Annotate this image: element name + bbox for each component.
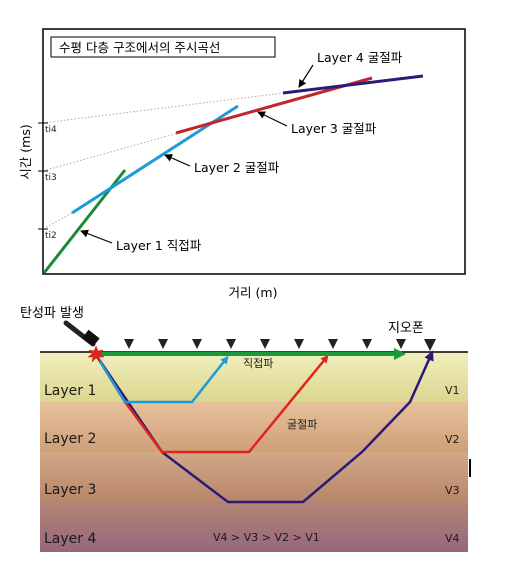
layer-4-band (40, 502, 468, 552)
pointer-layer2 (164, 154, 191, 167)
intercept-label-ti3: ti3 (45, 173, 57, 183)
extension-layer3 (42, 132, 179, 172)
geophone-array (124, 339, 436, 351)
ray-layer1-refracted (94, 354, 229, 404)
velocity-3-label: V3 (445, 484, 460, 497)
y-axis-label: 시간 (ms) (18, 124, 33, 179)
geophone-2 (158, 339, 168, 349)
velocity-1-label: V1 (445, 384, 460, 397)
refracted-wave-label: 굴절파 (287, 418, 317, 431)
geophone-10 (424, 339, 436, 351)
layer-3-band (40, 452, 468, 502)
velocity-2-label: V2 (445, 433, 460, 446)
velocity-relation: V4 > V3 > V2 > V1 (213, 531, 320, 544)
pointer-layer1 (80, 229, 113, 244)
layer-1-label: Layer 1 (44, 383, 96, 399)
pointer-layer3 (257, 111, 288, 127)
pointer-layer4 (298, 64, 314, 88)
intercept-label-ti2: ti2 (45, 231, 57, 241)
geophone-label: 지오폰 (388, 321, 424, 336)
annotation-layer4: Layer 4 굴절파 (317, 50, 403, 65)
source-burst-icon (87, 345, 105, 363)
layer-4-label: Layer 4 (44, 531, 96, 547)
annotation-layer2: Layer 2 굴절파 (194, 160, 280, 175)
annotation-layer3: Layer 3 굴절파 (291, 121, 377, 136)
geophone-3 (192, 339, 202, 349)
geophone-8 (362, 339, 372, 349)
layer-3-label: Layer 3 (44, 482, 96, 498)
annotation-layer1: Layer 1 직접파 (116, 238, 202, 253)
geophone-5 (260, 339, 270, 349)
layer-2-band (40, 402, 468, 452)
chart-frame (42, 28, 466, 275)
velocity-4-label: V4 (445, 532, 460, 545)
layer-cross-section: Layer 1 Layer 2 Layer 3 Layer 4 V1 V2 V3… (20, 306, 471, 552)
intercept-label-ti4: ti4 (45, 125, 57, 135)
x-axis-label: 거리 (m) (229, 285, 278, 300)
geophone-7 (328, 339, 338, 349)
direct-wave-label: 직접파 (243, 357, 273, 370)
geophone-9 (396, 339, 406, 349)
travel-time-chart: 수평 다층 구조에서의 주시곡선 ti4 ti3 ti2 시간 (ms) 거리 … (18, 28, 466, 300)
chart-title: 수평 다층 구조에서의 주시곡선 (59, 40, 220, 55)
hammer-icon (63, 320, 100, 347)
geophone-1 (124, 339, 134, 349)
source-label: 탄성파 발생 (20, 306, 84, 321)
geophone-4 (226, 339, 236, 349)
layer-2-label: Layer 2 (44, 431, 96, 447)
travel-line-layer4 (282, 74, 424, 95)
geophone-6 (294, 339, 304, 349)
chart-title-box (50, 36, 276, 58)
